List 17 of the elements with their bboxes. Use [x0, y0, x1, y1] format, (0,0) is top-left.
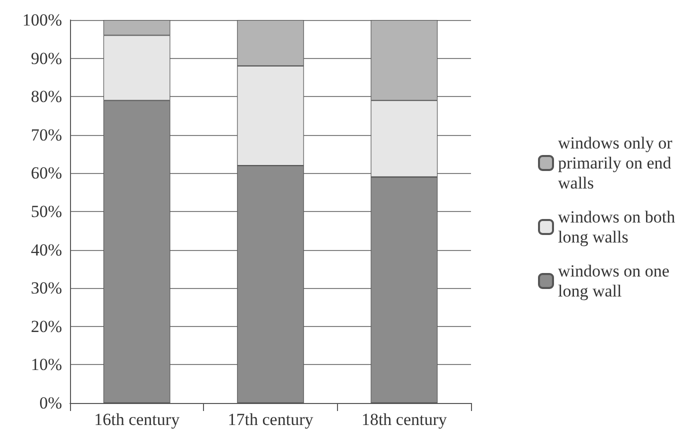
y-tick-label: 60%: [30, 164, 62, 183]
x-tick-label: 18th century: [361, 410, 448, 429]
legend-label: windows on one long wall: [558, 262, 674, 300]
y-tick-label: 100%: [22, 10, 62, 30]
y-tick-label: 50%: [30, 202, 62, 221]
y-tick-label: 40%: [30, 240, 62, 260]
y-tick-label: 90%: [30, 48, 62, 68]
y-tick-label: 30%: [30, 278, 62, 298]
y-tick-label: 10%: [30, 355, 62, 374]
y-tick-label: 0%: [39, 394, 62, 412]
x-tick-label: 17th century: [228, 410, 314, 429]
legend-label: windows on both long walls: [558, 208, 680, 246]
y-tick-label: 70%: [30, 125, 62, 144]
legend-label: windows only or primarily on end walls: [558, 134, 677, 192]
x-tick-label: 16th century: [94, 410, 180, 429]
y-tick-label: 80%: [30, 87, 62, 106]
y-tick-label: 20%: [30, 316, 62, 336]
